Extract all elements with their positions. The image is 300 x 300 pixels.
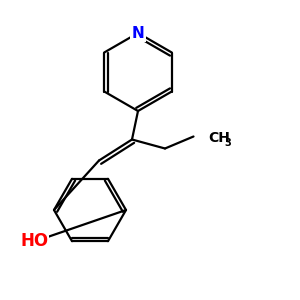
Text: HO: HO [20,232,49,250]
Text: 3: 3 [224,137,231,148]
Text: N: N [132,26,144,40]
Text: CH: CH [208,131,230,145]
